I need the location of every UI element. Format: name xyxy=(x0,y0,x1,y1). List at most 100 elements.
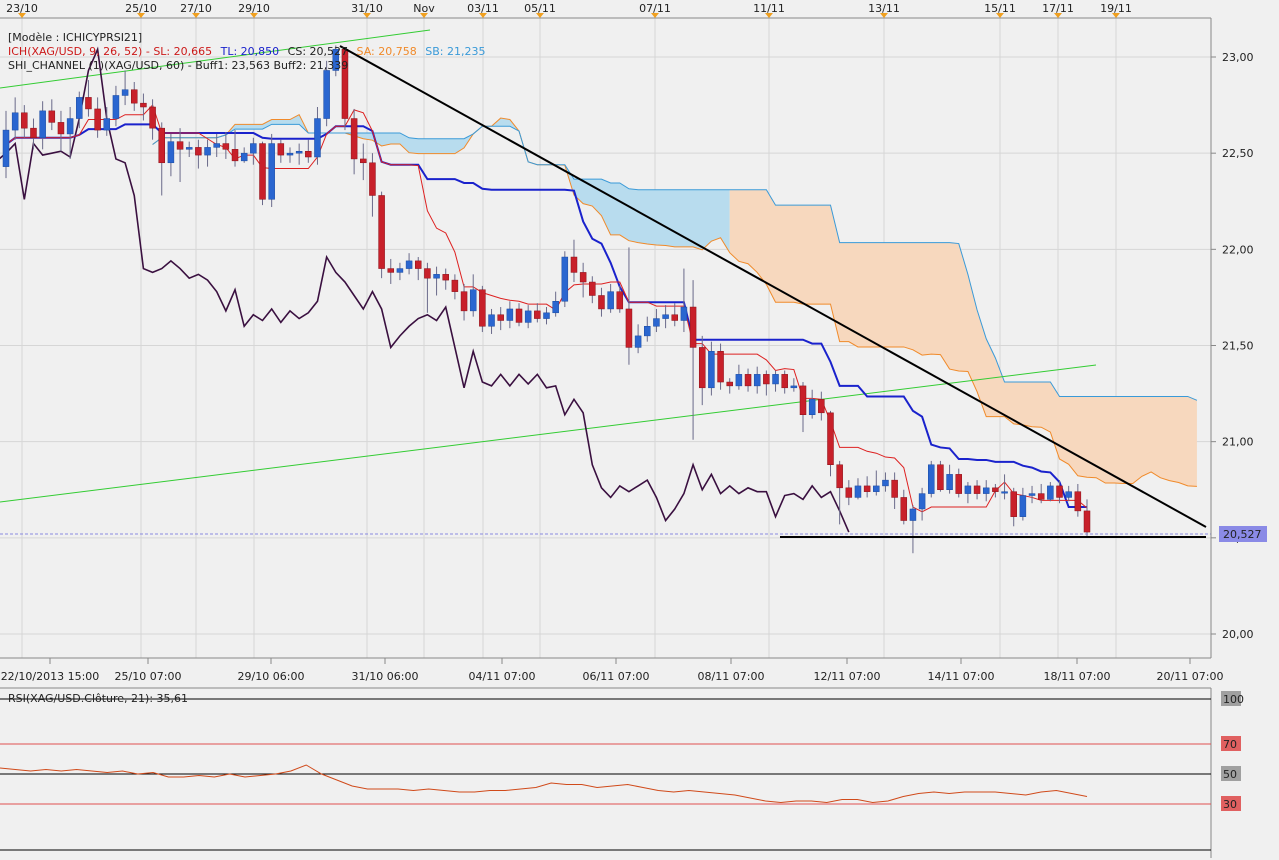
top-date-label: 29/10 xyxy=(238,2,270,15)
date-marker xyxy=(880,13,888,18)
candle-body xyxy=(2,129,10,167)
candle-body xyxy=(680,306,688,321)
candle-body xyxy=(259,143,266,200)
bottom-date-label: 06/11 07:00 xyxy=(583,670,650,683)
candle-body xyxy=(1056,485,1063,498)
price-axis xyxy=(1211,18,1279,658)
candle-body xyxy=(982,487,990,494)
top-date-label: 27/10 xyxy=(180,2,212,15)
chikou-span-line xyxy=(0,46,850,533)
candle-body xyxy=(140,102,147,108)
candle-body xyxy=(726,381,733,387)
candle-body xyxy=(497,314,504,321)
candle-body xyxy=(57,122,65,135)
candle-body xyxy=(836,464,843,489)
top-date-label: 17/11 xyxy=(1042,2,1074,15)
price-panel xyxy=(0,18,1211,658)
candle-body xyxy=(76,97,83,119)
candle-body xyxy=(753,374,761,387)
candle-body xyxy=(369,162,376,196)
candle-body xyxy=(167,141,175,164)
candle-body xyxy=(305,150,312,158)
candle-body xyxy=(928,464,935,494)
candle-body xyxy=(277,143,285,156)
candle-body xyxy=(589,281,596,296)
date-marker xyxy=(536,13,544,18)
candle-body xyxy=(772,374,779,385)
candlesticks xyxy=(2,45,1091,554)
candle-body xyxy=(1037,493,1045,500)
candle-body xyxy=(360,158,367,164)
rsi-tick-label: 100 xyxy=(1223,693,1244,706)
candle-body xyxy=(937,464,944,491)
legend-channel: SHI_CHANNEL (1)(XAG/USD, 60) - Buff1: 23… xyxy=(8,59,348,72)
candle-body xyxy=(405,260,413,269)
rsi-tick-label: 70 xyxy=(1223,738,1237,751)
candle-body xyxy=(332,49,340,71)
candle-body xyxy=(21,112,28,129)
price-tick-label: 21,50 xyxy=(1222,340,1254,353)
candle-body xyxy=(524,310,532,323)
candle-body xyxy=(1047,485,1054,500)
candle-body xyxy=(94,108,101,131)
price-tick-label: 20,00 xyxy=(1222,628,1254,641)
legend-ichimoku-prefix: ICH(XAG/USD, 9, 26, 52) - SL: 20,665 xyxy=(8,45,212,58)
rsi-tick-bg xyxy=(1221,796,1241,811)
chart-legend: [Modèle : ICHICYPRSI21] ICH(XAG/USD, 9, … xyxy=(8,31,485,72)
candle-body xyxy=(506,308,514,321)
bottom-date-label: 29/10 06:00 xyxy=(238,670,305,683)
candle-body xyxy=(689,306,697,348)
bullish-cloud xyxy=(152,114,730,253)
bearish-cloud xyxy=(729,189,1197,487)
candle-body xyxy=(469,289,477,312)
date-marker xyxy=(1112,13,1120,18)
candle-body xyxy=(350,118,358,160)
resistance-trendline[interactable] xyxy=(339,45,1207,528)
candle-body xyxy=(946,474,953,491)
candle-body xyxy=(964,485,972,494)
candle-body xyxy=(543,312,550,319)
candle-body xyxy=(1028,493,1036,496)
candle-body xyxy=(561,256,569,302)
candle-body xyxy=(460,291,468,312)
date-marker xyxy=(651,13,659,18)
candle-body xyxy=(240,152,248,162)
candle-body xyxy=(909,508,917,521)
legend-model: [Modèle : ICHICYPRSI21] xyxy=(8,31,142,44)
candle-body xyxy=(176,141,184,150)
candle-body xyxy=(653,318,660,327)
candle-body xyxy=(515,308,523,323)
candle-body xyxy=(579,272,587,283)
candle-body xyxy=(11,112,19,131)
date-marker xyxy=(765,13,773,18)
bottom-date-label: 31/10 06:00 xyxy=(352,670,419,683)
date-marker xyxy=(996,13,1004,18)
date-marker xyxy=(192,13,200,18)
candle-body xyxy=(250,143,257,154)
candle-body xyxy=(66,118,74,135)
candle-body xyxy=(698,347,706,389)
bottom-date-label: 04/11 07:00 xyxy=(469,670,536,683)
top-date-label: 23/10 xyxy=(6,2,38,15)
date-marker xyxy=(137,13,145,18)
legend-tl: TL: 20,850 xyxy=(220,45,280,58)
candle-body xyxy=(451,279,459,292)
date-marker xyxy=(18,13,26,18)
candle-body xyxy=(103,118,111,131)
candle-body xyxy=(286,152,294,156)
candle-body xyxy=(717,351,724,383)
legend-cs: CS: 20,527 xyxy=(288,45,348,58)
channel-line-upper xyxy=(0,29,431,89)
bottom-date-label: 18/11 07:00 xyxy=(1044,670,1111,683)
candle-body xyxy=(799,385,807,415)
candle-body xyxy=(479,289,486,327)
rsi-tick-bg xyxy=(1221,691,1241,706)
candle-body xyxy=(616,291,624,310)
candle-body xyxy=(488,314,495,327)
price-tick-label: 21,00 xyxy=(1222,436,1254,449)
candle-body xyxy=(891,479,898,498)
candle-body xyxy=(433,274,440,279)
legend-sb: SB: 21,235 xyxy=(425,45,485,58)
candle-body xyxy=(781,374,788,389)
